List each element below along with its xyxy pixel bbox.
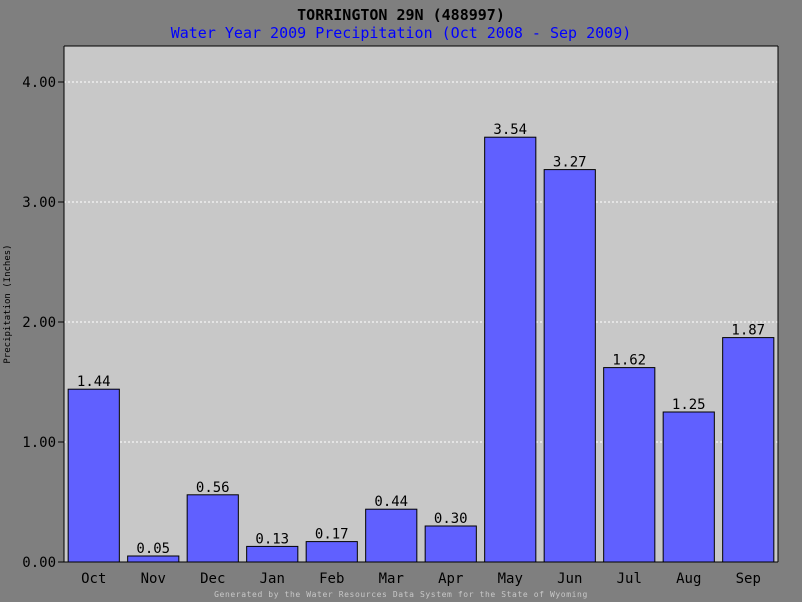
footer-note: Generated by the Water Resources Data Sy…: [214, 590, 588, 599]
bar: [365, 508, 418, 563]
bar: [543, 169, 596, 563]
x-tick-label: May: [498, 571, 523, 587]
y-tick-label: 3.00: [22, 195, 56, 211]
x-tick-label: Jun: [557, 571, 582, 587]
bar: [484, 136, 537, 563]
bar: [305, 541, 358, 563]
bar: [603, 367, 656, 563]
x-tick-label: Mar: [379, 571, 404, 587]
data-label: 1.87: [731, 323, 765, 339]
x-tick-label: Oct: [81, 571, 106, 587]
y-tick-label: 1.00: [22, 435, 56, 451]
x-tick-label: Aug: [676, 571, 701, 587]
x-tick-label: Dec: [200, 571, 225, 587]
x-tick-label: Feb: [319, 571, 344, 587]
x-tick-label: Nov: [141, 571, 166, 587]
x-tick-label: Apr: [438, 571, 463, 587]
chart-subtitle: Water Year 2009 Precipitation (Oct 2008 …: [170, 24, 632, 42]
data-label: 0.17: [315, 527, 349, 543]
data-label: 1.44: [77, 374, 111, 390]
y-tick-label: 2.00: [22, 315, 56, 331]
y-tick-label: 4.00: [22, 75, 56, 91]
data-label: 0.13: [255, 531, 289, 547]
x-tick-label: Jul: [617, 571, 642, 587]
chart-title: TORRINGTON 29N (488997): [297, 6, 505, 24]
bar: [246, 545, 299, 563]
data-label: 3.54: [493, 122, 527, 138]
data-label: 0.44: [374, 494, 408, 510]
bar: [662, 411, 715, 563]
data-label: 3.27: [553, 155, 587, 171]
bar: [424, 525, 477, 563]
x-tick-label: Sep: [736, 571, 761, 587]
data-label: 0.05: [136, 541, 170, 557]
bar: [67, 388, 120, 563]
bar: [186, 494, 239, 563]
data-label: 1.25: [672, 397, 706, 413]
bar: [722, 337, 775, 563]
data-label: 1.62: [612, 353, 646, 369]
data-label: 0.30: [434, 511, 468, 527]
y-axis-label: Precipitation (Inches): [3, 244, 13, 363]
plot-area: [64, 46, 778, 562]
x-tick-label: Jan: [260, 571, 285, 587]
y-tick-label: 0.00: [22, 555, 56, 571]
data-label: 0.56: [196, 480, 230, 496]
